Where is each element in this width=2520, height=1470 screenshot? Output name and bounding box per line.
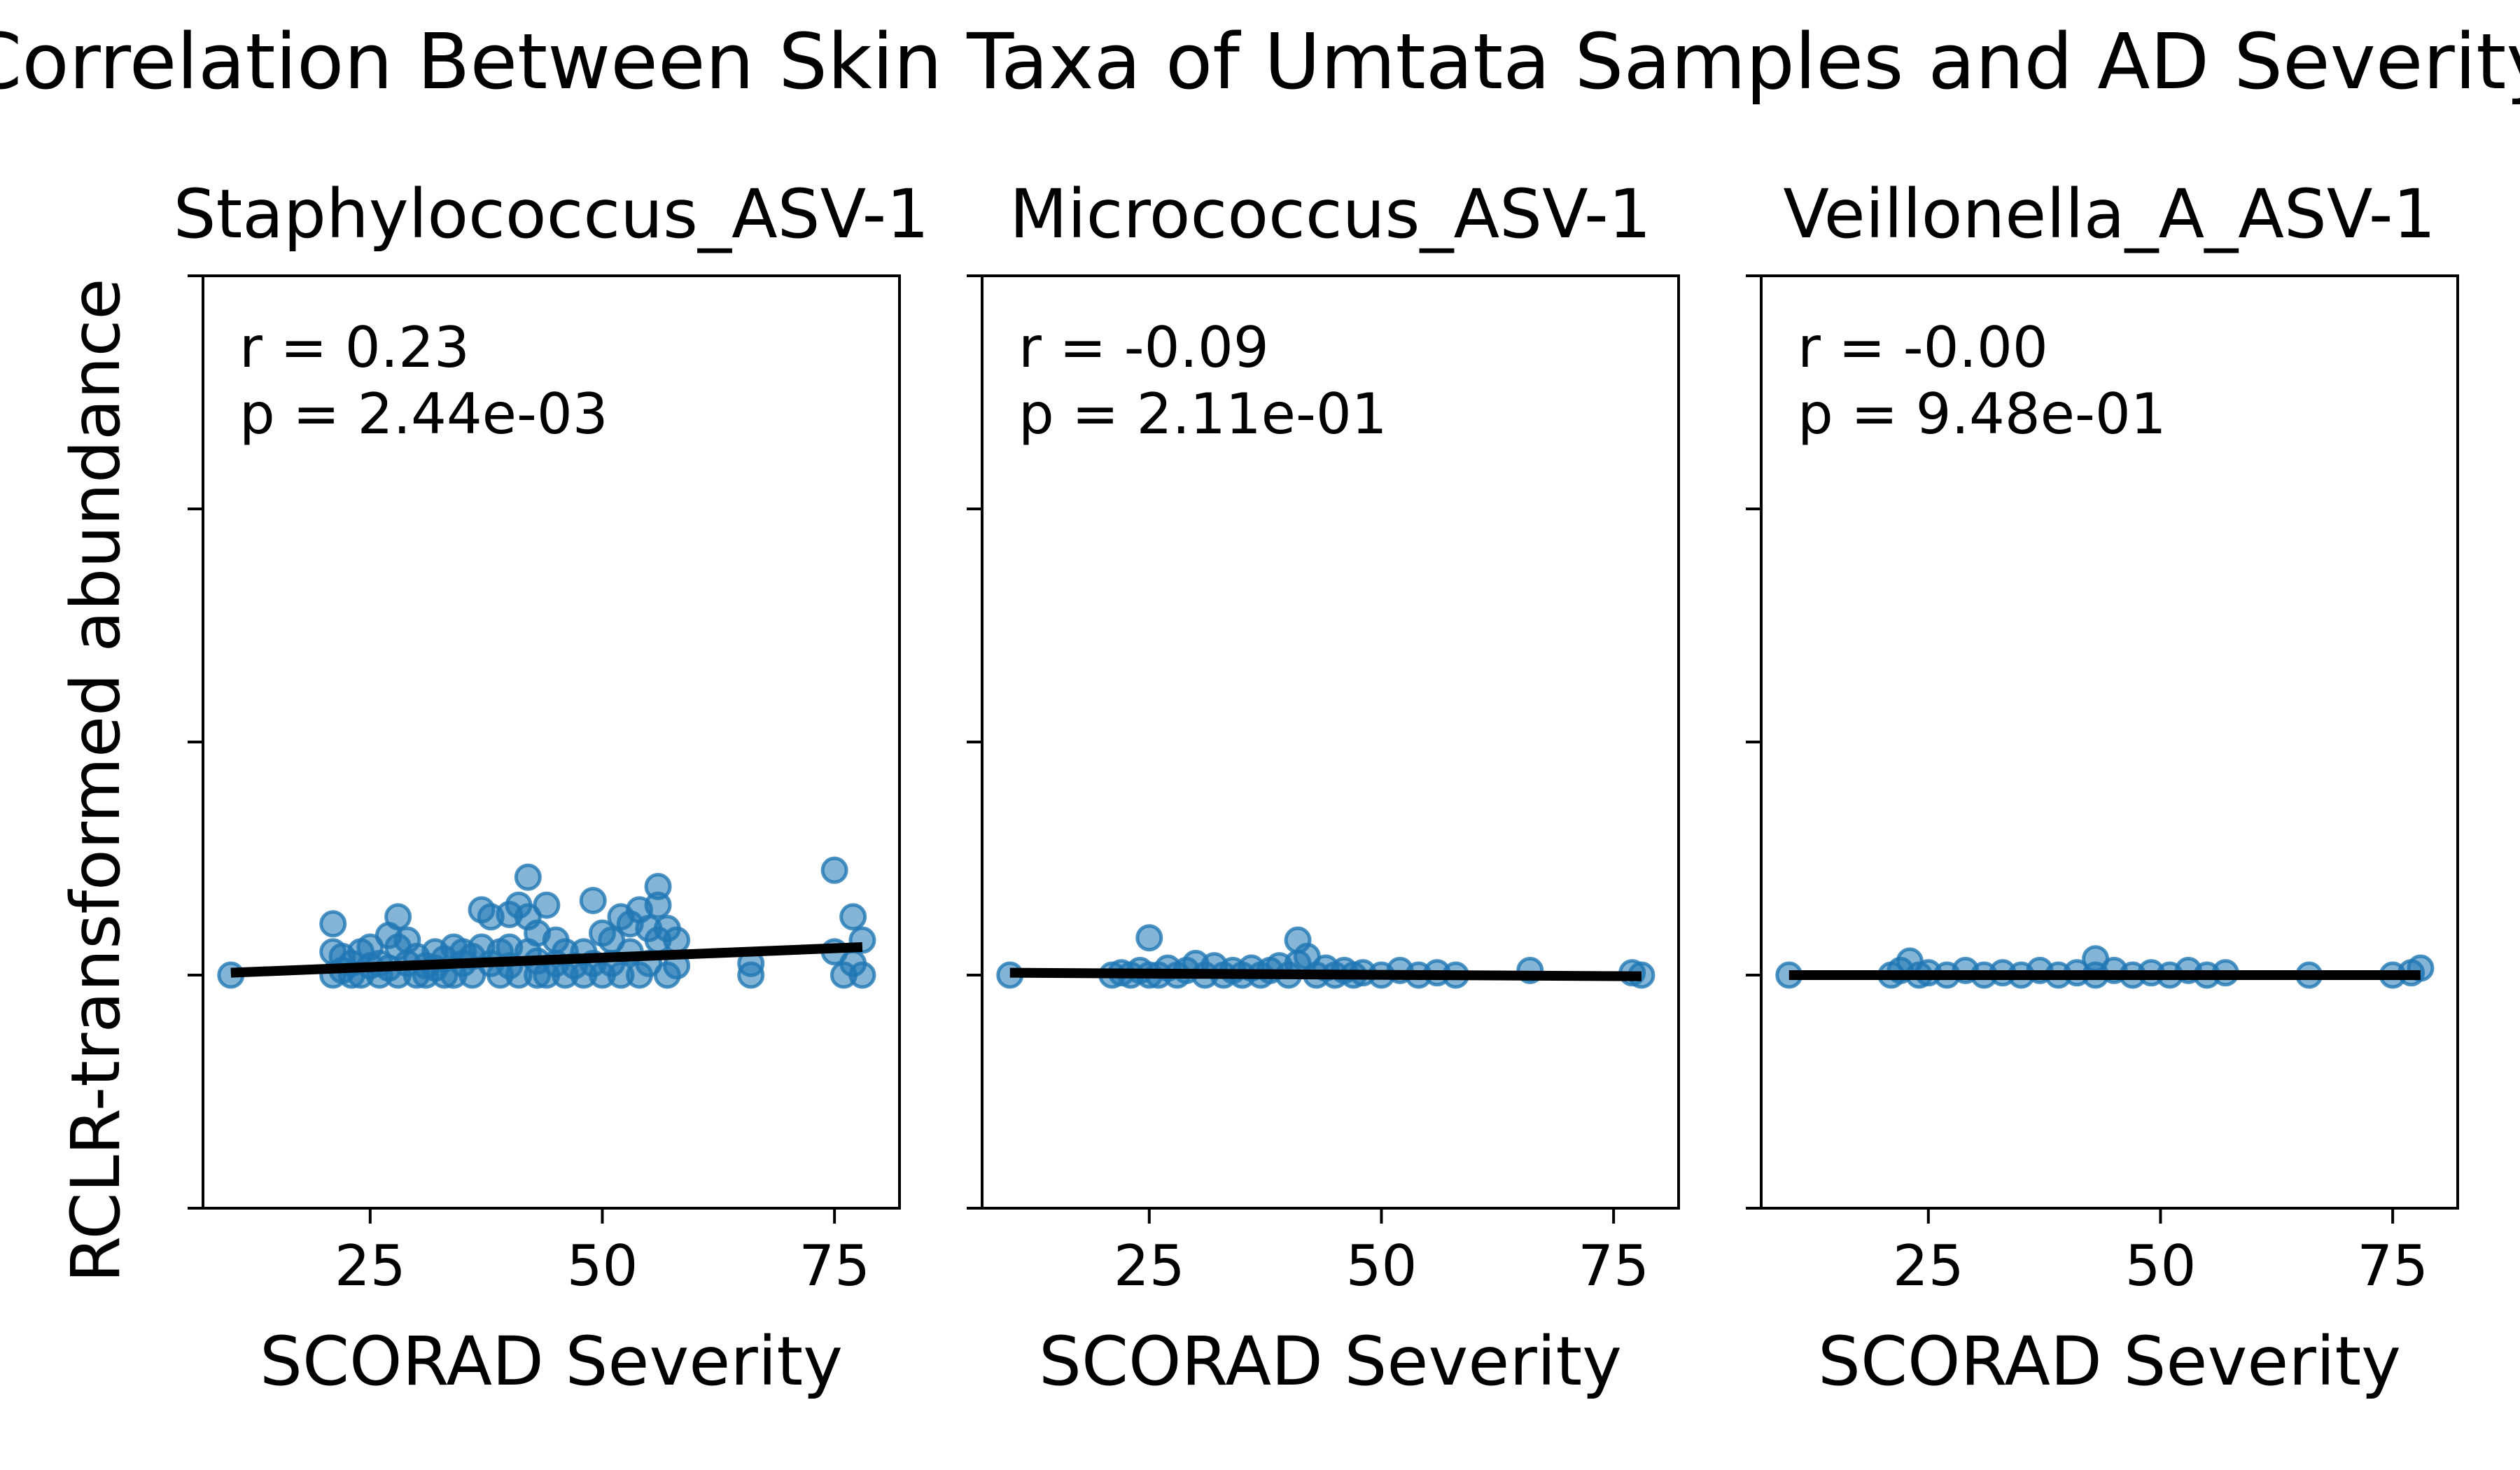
panel-3-x-axis-label: SCORAD Severity <box>1818 1322 2401 1401</box>
panel-1-point <box>820 856 848 884</box>
panel-3-x-tick-label: 50 <box>2125 1233 2197 1298</box>
panel-2-x-tick-label: 25 <box>1114 1233 1185 1298</box>
panel-1-point <box>839 903 867 931</box>
panel-3: Veillonella_A_ASV-1 25 50 75 SCORAD Severity… <box>1746 175 2459 1401</box>
panel-1-x-tick-label: 50 <box>567 1233 638 1298</box>
panel-1-point <box>533 891 561 919</box>
panel-3-x-tick-label: 75 <box>2357 1233 2428 1298</box>
panel-2-title: Micrococcus_ASV-1 <box>1009 175 1651 253</box>
panel-1-fit-line <box>230 942 863 978</box>
panel-2-x-tick-label: 50 <box>1346 1233 1418 1298</box>
panel-2-stat-annotation: p = 2.11e-01 <box>1018 382 1387 447</box>
panel-2-x-tick-label: 75 <box>1578 1233 1649 1298</box>
panel-3-title: Veillonella_A_ASV-1 <box>1783 175 2435 253</box>
panels: Staphylococcus_ASV-1 25 50 75 SCORAD Severit… <box>174 175 2459 1401</box>
panel-1-point <box>384 903 412 931</box>
panel-2-point <box>1135 924 1163 952</box>
panel-1-point <box>579 886 607 914</box>
panel-1-x-tick-label: 25 <box>335 1233 406 1298</box>
panel-1-point <box>514 863 542 891</box>
panel-3-stat-annotation: r = -0.00 <box>1798 315 2048 380</box>
panel-3-stat-annotation: p = 9.48e-01 <box>1798 382 2166 447</box>
panel-1-point <box>319 910 347 938</box>
panel-1-stat-annotation: r = 0.23 <box>239 315 470 380</box>
panel-1-point <box>663 926 691 954</box>
panel-2: Micrococcus_ASV-1 25 50 75 SCORAD Severity r … <box>967 175 1680 1401</box>
panel-1-point <box>848 961 876 989</box>
panel-2-x-axis-label: SCORAD Severity <box>1039 1322 1622 1401</box>
panel-1-x-axis-label: SCORAD Severity <box>260 1322 843 1401</box>
panel-1-point <box>644 872 672 900</box>
panel-1-x-tick-label: 75 <box>799 1233 870 1298</box>
panel-1-title: Staphylococcus_ASV-1 <box>174 175 930 253</box>
panel-3-points <box>1775 945 2435 989</box>
panel-1: Staphylococcus_ASV-1 25 50 75 SCORAD Severit… <box>174 175 930 1401</box>
panel-3-x-tick-label: 25 <box>1893 1233 1964 1298</box>
panel-1-stat-annotation: p = 2.44e-03 <box>239 382 608 447</box>
panel-2-stat-annotation: r = -0.09 <box>1018 315 1269 380</box>
panel-2-fit-line <box>1009 967 1642 981</box>
figure-title: Correlation Between Skin Taxa of Umtata … <box>0 17 2520 106</box>
y-axis-label: RCLR-transformed abundance <box>57 279 135 1283</box>
